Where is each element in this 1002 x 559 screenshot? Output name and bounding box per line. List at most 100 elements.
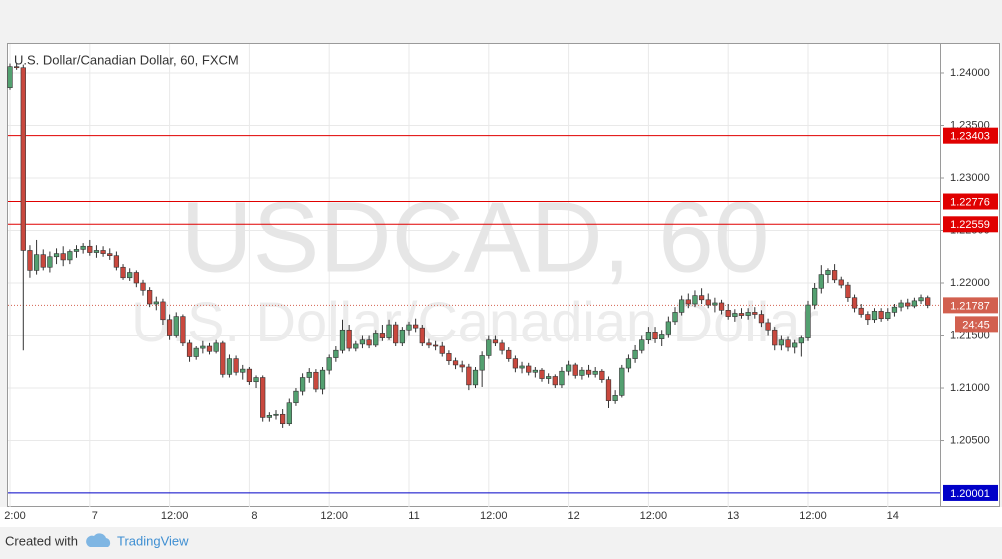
- x-tick-label: 12: [567, 510, 579, 522]
- x-tick-label: 14: [887, 510, 899, 522]
- candle-body: [925, 297, 931, 306]
- candle-body: [306, 371, 312, 378]
- candle-body: [865, 314, 871, 321]
- candle-body: [220, 342, 226, 375]
- candle-body: [206, 345, 213, 352]
- candle-body: [805, 304, 811, 338]
- candle-body: [33, 254, 40, 271]
- candle-body: [260, 377, 266, 418]
- candle-body: [585, 369, 592, 375]
- candle-body: [240, 368, 246, 373]
- x-tick-label: 2:00: [4, 510, 25, 522]
- x-tick-label: 12:00: [480, 510, 508, 522]
- candle-body: [299, 377, 306, 392]
- candle-body: [426, 342, 432, 346]
- candle-body: [419, 327, 425, 344]
- candle-body: [905, 302, 911, 307]
- candle-body: [472, 369, 479, 386]
- candle-body: [386, 324, 392, 338]
- candle-body: [107, 253, 113, 257]
- y-tick-label: 1.20500: [950, 434, 990, 446]
- candle-body: [725, 310, 731, 317]
- candle-body: [7, 66, 13, 88]
- level-box: [943, 127, 998, 144]
- level-label: 1.22559: [950, 219, 990, 231]
- candle-body: [286, 402, 292, 425]
- candle-body: [226, 358, 233, 375]
- candle-body: [632, 349, 638, 359]
- candle-body: [47, 256, 53, 268]
- candle-body: [459, 364, 465, 368]
- candle-body: [605, 379, 612, 401]
- candle-body: [93, 250, 100, 253]
- candle-body: [911, 300, 918, 307]
- candle-body: [512, 358, 519, 369]
- x-tick-label: 11: [408, 510, 419, 522]
- x-tick-label: 8: [251, 510, 257, 522]
- candle-body: [373, 333, 379, 346]
- candle-body: [186, 342, 193, 357]
- candle-body: [506, 349, 512, 359]
- candle-body: [246, 368, 253, 383]
- candle-body: [572, 364, 578, 376]
- candle-body: [399, 329, 405, 344]
- candle-body: [579, 369, 585, 376]
- candle-body: [147, 290, 153, 305]
- candle-body: [532, 369, 538, 373]
- y-tick-label: 1.22000: [950, 277, 990, 289]
- candle-body: [293, 390, 299, 404]
- candle-body: [333, 349, 339, 358]
- x-tick-label: 13: [727, 510, 739, 522]
- candle-body: [193, 347, 199, 357]
- candle-body: [73, 249, 80, 252]
- tradingview-logo: [86, 533, 111, 547]
- y-tick-label: 1.21000: [950, 382, 990, 394]
- candle-body: [492, 339, 499, 344]
- candles: [7, 63, 931, 428]
- candle-body: [253, 377, 259, 383]
- candle-body: [213, 342, 219, 352]
- candle-body: [831, 270, 838, 281]
- candle-body: [645, 332, 652, 341]
- candle-body: [552, 376, 558, 386]
- candle-body: [858, 307, 864, 315]
- candle-body: [652, 332, 658, 339]
- candle-body: [745, 312, 751, 316]
- candle-body: [379, 333, 386, 338]
- level-box: [943, 193, 998, 210]
- candle-body: [446, 353, 452, 362]
- candle-body: [712, 302, 718, 306]
- x-tick-label: 12:00: [161, 510, 189, 522]
- candle-body: [698, 295, 705, 301]
- chart-title: U.S. Dollar/Canadian Dollar, 60, FXCM: [14, 52, 239, 67]
- candle-body: [233, 358, 239, 373]
- candle-body: [546, 376, 552, 379]
- candle-body: [452, 360, 459, 366]
- candle-body: [486, 339, 492, 356]
- countdown: 24:45: [962, 319, 990, 331]
- x-tick-label: 12:00: [640, 510, 668, 522]
- candle-body: [765, 322, 771, 331]
- candle-body: [180, 316, 186, 344]
- candle-body: [200, 345, 206, 349]
- candle-body: [705, 299, 711, 306]
- candle-body: [120, 266, 126, 279]
- level-label: 1.20001: [950, 488, 990, 500]
- candle-body: [353, 343, 359, 349]
- candle-body: [413, 324, 419, 329]
- candle-body: [685, 299, 691, 305]
- x-tick-label: 12:00: [799, 510, 827, 522]
- candle-body: [160, 301, 166, 321]
- candle-body: [599, 370, 605, 380]
- x-tick-label: 12:00: [320, 510, 348, 522]
- candle-body: [273, 413, 279, 416]
- candle-body: [732, 313, 738, 317]
- candle-body: [346, 329, 352, 349]
- brand[interactable]: TradingView: [117, 533, 189, 548]
- y-tick-label: 1.21500: [950, 329, 990, 341]
- levels: [8, 135, 940, 494]
- candle-body: [619, 367, 625, 396]
- x-tick-label: 7: [92, 510, 98, 522]
- level-label: 1.22776: [950, 196, 990, 208]
- countdown-box: [955, 316, 998, 333]
